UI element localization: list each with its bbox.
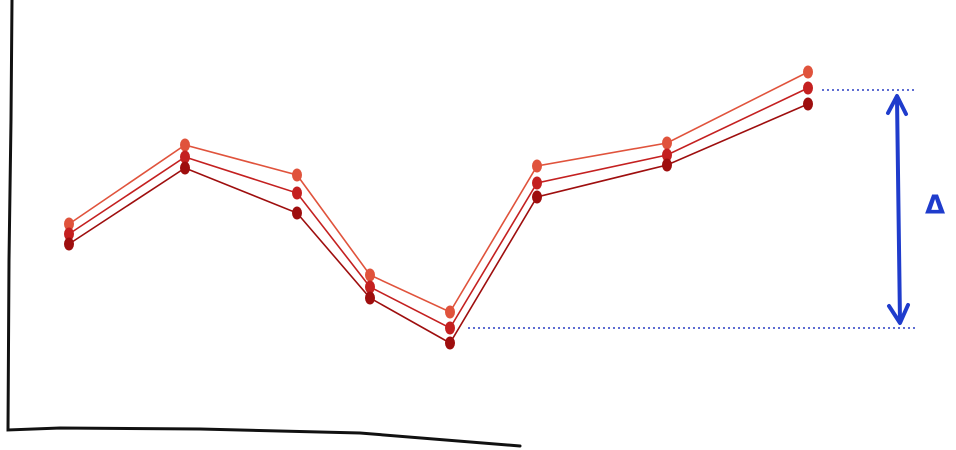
- data-point: [292, 206, 302, 220]
- frame: [6, 0, 522, 448]
- arrow-head: [886, 94, 910, 325]
- series-line: [68, 87, 809, 330]
- data-point: [803, 97, 813, 111]
- data-point: [445, 321, 455, 335]
- plot-area: [64, 65, 813, 350]
- data-point: [180, 150, 190, 164]
- data-point: [532, 159, 542, 173]
- data-point: [64, 217, 74, 231]
- data-point: [180, 138, 190, 152]
- data-point: [292, 186, 302, 200]
- data-point: [64, 227, 74, 241]
- delta-arrow: [895, 96, 902, 324]
- data-point: [365, 268, 375, 282]
- data-point: [532, 190, 542, 204]
- data-point: [803, 65, 813, 79]
- data-point: [64, 237, 74, 251]
- data-point: [292, 168, 302, 182]
- series-line: [68, 103, 809, 345]
- annotation: Δ: [925, 191, 945, 221]
- data-point: [662, 148, 672, 162]
- data-point: [365, 291, 375, 305]
- data-point: [445, 336, 455, 350]
- data-point: [662, 136, 672, 150]
- data-point: [532, 176, 542, 190]
- data-point: [180, 161, 190, 175]
- data-point: [365, 280, 375, 294]
- data-point: [662, 158, 672, 172]
- data-point: [445, 305, 455, 319]
- data-point: [803, 81, 813, 95]
- series-line: [68, 71, 809, 314]
